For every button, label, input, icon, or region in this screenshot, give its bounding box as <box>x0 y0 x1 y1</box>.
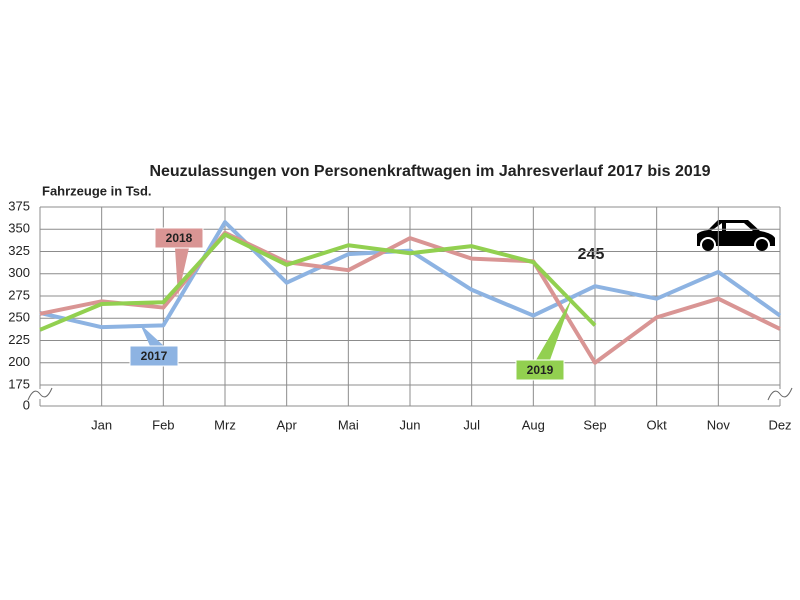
car-icon <box>697 220 775 253</box>
callout-pointer <box>140 324 164 346</box>
y-tick-label: 325 <box>8 243 30 258</box>
x-tick-label: Sep <box>583 417 606 432</box>
y-tick-label: 275 <box>8 287 30 302</box>
line-series <box>39 230 781 365</box>
x-tick-label: Jun <box>400 417 421 432</box>
x-tick-label: Jan <box>91 417 112 432</box>
line-series <box>39 232 597 332</box>
x-tick-label: Dez <box>768 417 791 432</box>
legend-label: 2018 <box>166 231 193 245</box>
y-tick-label: 225 <box>8 332 30 347</box>
legend-label: 2019 <box>527 363 554 377</box>
y-tick-label: 200 <box>8 354 30 369</box>
legend-label: 2017 <box>141 349 168 363</box>
x-tick-label: Mai <box>338 417 359 432</box>
callout-pointer <box>536 298 572 360</box>
chart-title: Neuzulassungen von Personenkraftwagen im… <box>149 163 710 180</box>
y-axis-label: Fahrzeuge in Tsd. <box>42 183 152 198</box>
line-series <box>39 220 782 330</box>
x-tick-label: Jul <box>463 417 480 432</box>
y-tick-label: 0 <box>23 397 30 412</box>
y-tick-label: 175 <box>8 376 30 391</box>
y-tick-label: 350 <box>8 221 30 236</box>
y-tick-label: 300 <box>8 265 30 280</box>
x-tick-label: Apr <box>277 417 298 432</box>
annotation: 245 <box>578 246 605 263</box>
callout-box <box>515 359 565 381</box>
axis-break-mark <box>767 387 793 401</box>
x-tick-label: Feb <box>152 417 174 432</box>
x-tick-label: Mrz <box>214 417 236 432</box>
axis-break-mark <box>27 387 53 401</box>
callout-box <box>129 345 179 367</box>
y-tick-label: 375 <box>8 198 30 213</box>
x-tick-label: Aug <box>522 417 545 432</box>
callout-box <box>154 227 204 249</box>
x-tick-label: Okt <box>647 417 668 432</box>
y-tick-label: 250 <box>8 310 30 325</box>
x-tick-label: Nov <box>707 417 731 432</box>
